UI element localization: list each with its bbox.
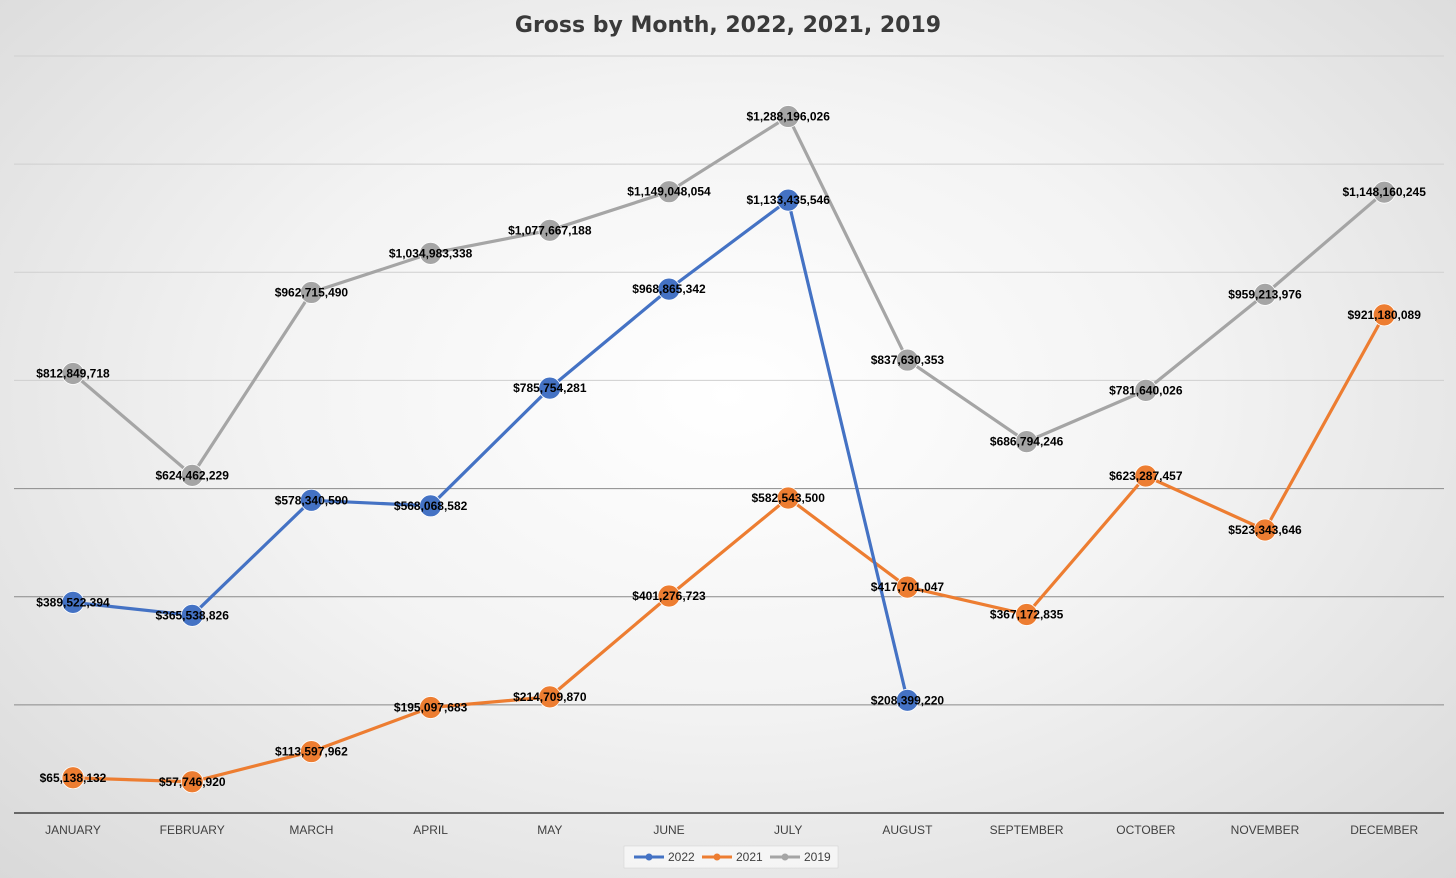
legend-item-2019: 2019: [770, 850, 831, 864]
data-point-2019-june: [657, 180, 681, 204]
x-tick-label-june: JUNE: [653, 823, 684, 837]
data-label-2019-may: $1,077,667,188: [508, 223, 592, 237]
data-point-2022-august: [896, 688, 919, 712]
data-point-2021-august: [896, 575, 919, 599]
x-tick-label-april: APRIL: [413, 823, 448, 837]
data-label-2019-october: $781,640,026: [1109, 383, 1183, 397]
data-point-2021-june: [657, 584, 681, 608]
data-label-2021-july: $582,543,500: [751, 491, 825, 505]
data-point-2019-may: [538, 218, 562, 242]
data-label-2022-april: $568,068,582: [394, 499, 468, 513]
data-point-2019-january: [61, 362, 85, 385]
x-tick-label-july: JULY: [774, 823, 802, 837]
data-label-2019-april: $1,034,983,338: [389, 246, 473, 260]
data-label-2019-august: $837,630,353: [871, 353, 945, 367]
x-tick-label-september: SEPTEMBER: [990, 823, 1064, 837]
data-point-2019-march: [299, 281, 323, 304]
x-axis: JANUARY FEBRUARY MARCH APRIL MAY JUNE JULY AUGU…: [45, 823, 1418, 837]
legend-item-2021: 2021: [702, 850, 763, 864]
gridlines: [14, 55, 1444, 814]
data-point-2021-november: [1253, 518, 1277, 542]
data-point-2021-september: [1015, 603, 1038, 626]
data-label-2022-march: $578,340,590: [275, 493, 349, 507]
data-point-2021-december: [1372, 303, 1396, 327]
data-point-2022-february: [180, 603, 204, 627]
data-label-2021-october: $623,287,457: [1109, 469, 1183, 483]
series-line-2021: [71, 313, 1386, 784]
data-label-2022-july: $1,133,435,546: [746, 193, 830, 207]
data-point-2022-may: [538, 376, 562, 400]
data-label-2021-february: $57,746,920: [159, 775, 226, 789]
data-label-2021-august: $417,701,047: [871, 580, 945, 594]
data-label-2019-february: $624,462,229: [155, 468, 229, 482]
data-label-2021-november: $523,343,646: [1228, 523, 1302, 537]
data-point-2022-july: [776, 188, 800, 212]
x-tick-label-october: OCTOBER: [1116, 823, 1175, 837]
data-label-2019-september: $686,794,246: [990, 435, 1064, 449]
data-point-2021-february: [180, 770, 204, 794]
data-point-2019-august: [896, 348, 919, 372]
data-label-2019-january: $812,849,718: [36, 366, 110, 380]
data-point-2021-january: [61, 766, 85, 790]
data-point-2022-march: [299, 488, 323, 512]
data-label-2019-june: $1,149,048,054: [627, 185, 711, 199]
legend-label-2021: 2021: [736, 850, 763, 864]
data-label-2021-january: $65,138,132: [40, 771, 107, 785]
data-point-2019-october: [1134, 378, 1158, 402]
data-label-2021-december: $921,180,089: [1347, 308, 1421, 322]
x-tick-label-november: NOVEMBER: [1231, 823, 1300, 837]
x-tick-label-august: AUGUST: [882, 823, 933, 837]
legend-marker-2019: [781, 853, 789, 861]
data-point-2021-april: [419, 696, 443, 719]
data-point-2019-april: [419, 241, 443, 265]
data-label-2022-february: $365,538,826: [155, 608, 229, 622]
data-label-2019-december: $1,148,160,245: [1342, 185, 1426, 199]
data-point-2022-april: [419, 494, 443, 518]
data-label-2021-may: $214,709,870: [513, 690, 587, 704]
x-tick-label-december: DECEMBER: [1350, 823, 1418, 837]
data-point-2021-may: [538, 685, 562, 709]
data-point-2019-november: [1253, 282, 1277, 306]
data-point-2021-march: [299, 740, 323, 763]
legend-marker-2021: [713, 853, 721, 861]
x-tick-label-may: MAY: [537, 823, 562, 837]
legend-item-2022: 2022: [634, 850, 695, 864]
series-2021: [61, 303, 1396, 794]
data-label-2022-january: $389,522,394: [36, 595, 110, 609]
data-point-2019-december: [1372, 180, 1396, 204]
series-2019: [61, 105, 1396, 487]
x-tick-label-february: FEBRUARY: [160, 823, 225, 837]
data-point-2019-february: [180, 463, 204, 487]
data-point-2019-july: [776, 105, 800, 128]
data-point-2019-september: [1015, 430, 1038, 454]
legend-marker-2022: [645, 853, 653, 861]
series-line-2019: [71, 114, 1386, 477]
data-label-2021-april: $195,097,683: [394, 701, 468, 715]
series-2022: [61, 188, 919, 712]
data-label-2019-november: $959,213,976: [1228, 287, 1302, 301]
legend-label-2019: 2019: [804, 850, 831, 864]
data-label-2022-june: $968,865,342: [632, 282, 706, 296]
data-point-2022-january: [61, 590, 85, 614]
series-line-2022: [71, 198, 910, 702]
data-point-2021-july: [776, 486, 800, 510]
data-label-2022-may: $785,754,281: [513, 381, 587, 395]
legend-label-2022: 2022: [668, 850, 695, 864]
data-label-2021-june: $401,276,723: [632, 589, 706, 603]
data-label-2021-march: $113,597,962: [275, 745, 348, 759]
data-label-2019-march: $962,715,490: [275, 285, 349, 299]
series-group: [61, 105, 1396, 794]
data-point-2022-june: [657, 277, 681, 301]
chart-title: Gross by Month, 2022, 2021, 2019: [515, 13, 941, 38]
x-tick-label-january: JANUARY: [45, 823, 101, 837]
x-tick-label-march: MARCH: [289, 823, 333, 837]
data-label-2021-september: $367,172,835: [990, 607, 1064, 621]
data-point-2021-october: [1134, 464, 1158, 488]
data-label-2022-august: $208,399,220: [871, 693, 945, 707]
data-labels: $812,849,718 $624,462,229 $962,715,490 $1,0…: [36, 109, 1426, 788]
legend: 2022 2021 2019: [623, 845, 839, 869]
data-label-2019-july: $1,288,196,026: [746, 109, 830, 123]
